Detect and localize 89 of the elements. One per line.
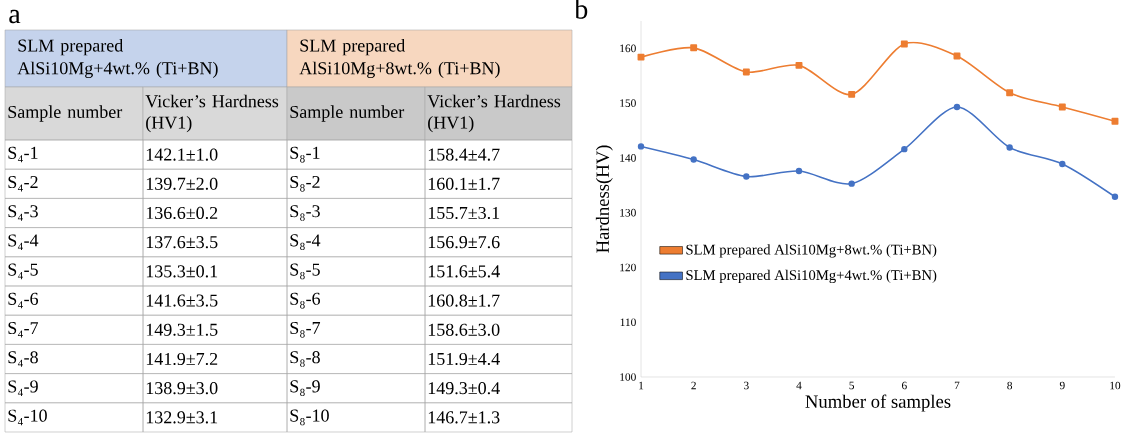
point xyxy=(848,180,855,187)
point xyxy=(1111,193,1119,200)
text: 135.3±0.1 xyxy=(146,265,218,278)
point xyxy=(1059,160,1066,168)
point xyxy=(690,156,697,163)
y-tick-label: 150 xyxy=(620,99,636,107)
x-tick-label: 5 xyxy=(849,381,855,390)
text: 132.9±3.1 xyxy=(146,411,218,424)
x-tick-label: 4 xyxy=(796,381,802,390)
text: 151.6±5.4 xyxy=(428,265,500,278)
point xyxy=(1111,117,1119,125)
y-tick-label: 120 xyxy=(620,263,636,272)
text: a xyxy=(9,9,21,24)
text: 156.9±7.6 xyxy=(428,236,500,249)
point xyxy=(795,167,803,175)
text: S₄-10 xyxy=(8,409,47,426)
point xyxy=(953,103,961,111)
text: 139.7±2.0 xyxy=(146,177,218,190)
text: 137.6±3.5 xyxy=(146,236,218,249)
y-tick-label: 160 xyxy=(620,44,636,53)
text: S₄-5 xyxy=(8,263,38,280)
text: 158.4±4.7 xyxy=(428,148,500,161)
point xyxy=(742,68,750,76)
point xyxy=(1006,89,1014,97)
text: S₈-9 xyxy=(290,380,320,397)
text: Vicker’s Hardness (HV1) xyxy=(427,94,561,133)
point xyxy=(901,145,908,153)
text: SLM prepared AlSi10Mg+4wt.% (Ti+BN) xyxy=(17,38,218,79)
text: 151.9±4.4 xyxy=(428,352,500,366)
y-tick-label: 100 xyxy=(620,373,636,381)
text: S₄-6 xyxy=(8,292,39,309)
text: S₈-10 xyxy=(290,409,329,426)
text: 149.3±1.5 xyxy=(146,323,218,336)
text: S₈-1 xyxy=(290,146,320,163)
text: S₄-3 xyxy=(8,205,38,221)
text: S₈-7 xyxy=(290,321,321,338)
point xyxy=(900,40,908,48)
text: S₈-4 xyxy=(290,234,321,251)
x-tick-label: 7 xyxy=(954,381,960,390)
text: S₄-4 xyxy=(8,234,39,250)
text: 141.6±3.5 xyxy=(146,294,218,307)
x-tick-label: 3 xyxy=(744,381,749,390)
point xyxy=(795,61,803,69)
x-tick-label: 6 xyxy=(901,381,907,390)
text: 155.7±3.1 xyxy=(428,206,500,220)
x-tick-label: 8 xyxy=(1007,381,1013,390)
y-tick-label: 130 xyxy=(620,208,636,217)
point xyxy=(743,173,750,180)
y-tick-label: 140 xyxy=(620,154,636,162)
x-tick-label: 9 xyxy=(1059,381,1065,390)
point xyxy=(637,53,645,61)
x-axis-title: Number of samples xyxy=(805,394,951,412)
point xyxy=(953,52,961,60)
text: 160.1±1.7 xyxy=(428,177,500,190)
text: S₄-2 xyxy=(8,176,38,192)
text: 146.7±1.3 xyxy=(428,411,500,424)
point xyxy=(848,90,856,98)
text: 149.3±0.4 xyxy=(428,382,500,395)
text: 138.9±3.0 xyxy=(146,382,218,395)
text: SLM prepared AlSi10Mg+8wt.% (Ti+BN) xyxy=(299,38,500,79)
chart-title: b xyxy=(574,0,588,19)
text: S₈-3 xyxy=(290,205,320,221)
text: S₈-5 xyxy=(290,263,320,280)
text: S₄-1 xyxy=(8,146,38,163)
text: Sample number xyxy=(8,105,123,122)
point xyxy=(1006,144,1013,151)
x-tick-label: 2 xyxy=(691,381,696,390)
text: 158.6±3.0 xyxy=(428,323,500,336)
x-tick-label: 10 xyxy=(1110,381,1121,390)
text: 136.6±0.2 xyxy=(146,206,218,220)
point xyxy=(1058,103,1066,111)
x-tick-label: 1 xyxy=(639,381,644,390)
text: 142.1±1.0 xyxy=(146,148,218,161)
point xyxy=(637,143,645,150)
point xyxy=(690,44,698,52)
text: 141.9±7.2 xyxy=(146,352,218,366)
y-axis-title: Hardness(HV) xyxy=(595,145,613,253)
legend-label: SLM prepared AlSi10Mg+4wt.% (Ti+BN) xyxy=(686,269,937,284)
y-tick-label: 110 xyxy=(620,318,636,327)
text: S₈-6 xyxy=(290,292,321,309)
legend-label: SLM prepared AlSi10Mg+8wt.% (Ti+BN) xyxy=(686,244,937,258)
text: S₄-8 xyxy=(8,351,38,367)
text: 160.8±1.7 xyxy=(428,294,500,307)
text: S₈-2 xyxy=(290,175,320,192)
text: S₈-8 xyxy=(290,351,320,367)
text: Vicker’s Hardness (HV1) xyxy=(145,94,279,133)
text: Sample number xyxy=(290,105,405,122)
text: S₄-9 xyxy=(8,380,38,396)
text: S₄-7 xyxy=(8,322,39,338)
